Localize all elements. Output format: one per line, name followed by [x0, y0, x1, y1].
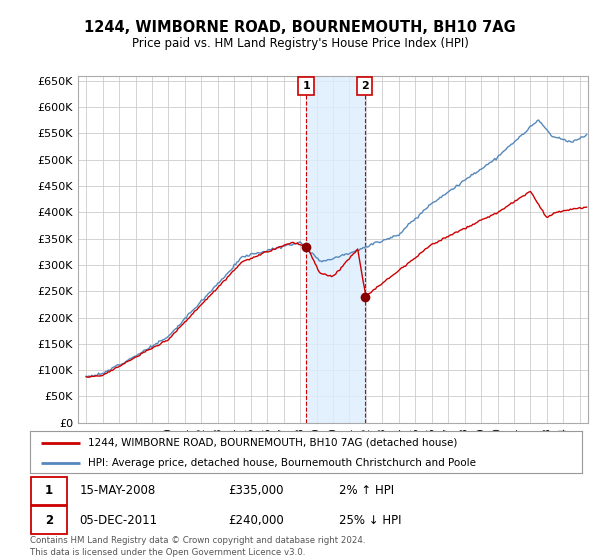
- Text: £335,000: £335,000: [229, 484, 284, 497]
- Text: 1244, WIMBORNE ROAD, BOURNEMOUTH, BH10 7AG (detached house): 1244, WIMBORNE ROAD, BOURNEMOUTH, BH10 7…: [88, 438, 457, 448]
- Text: 15-MAY-2008: 15-MAY-2008: [80, 484, 156, 497]
- Text: 2: 2: [45, 514, 53, 526]
- Text: HPI: Average price, detached house, Bournemouth Christchurch and Poole: HPI: Average price, detached house, Bour…: [88, 458, 476, 468]
- Text: 2: 2: [361, 81, 368, 91]
- Text: 1: 1: [45, 484, 53, 497]
- Text: 25% ↓ HPI: 25% ↓ HPI: [339, 514, 401, 526]
- Text: Price paid vs. HM Land Registry's House Price Index (HPI): Price paid vs. HM Land Registry's House …: [131, 36, 469, 50]
- Text: Contains HM Land Registry data © Crown copyright and database right 2024.
This d: Contains HM Land Registry data © Crown c…: [30, 536, 365, 557]
- FancyBboxPatch shape: [31, 477, 67, 505]
- FancyBboxPatch shape: [31, 506, 67, 534]
- Text: 1: 1: [302, 81, 310, 91]
- Text: £240,000: £240,000: [229, 514, 284, 526]
- Text: 2% ↑ HPI: 2% ↑ HPI: [339, 484, 394, 497]
- Text: 05-DEC-2011: 05-DEC-2011: [80, 514, 158, 526]
- Bar: [306, 76, 365, 423]
- Text: 1244, WIMBORNE ROAD, BOURNEMOUTH, BH10 7AG: 1244, WIMBORNE ROAD, BOURNEMOUTH, BH10 7…: [84, 21, 516, 35]
